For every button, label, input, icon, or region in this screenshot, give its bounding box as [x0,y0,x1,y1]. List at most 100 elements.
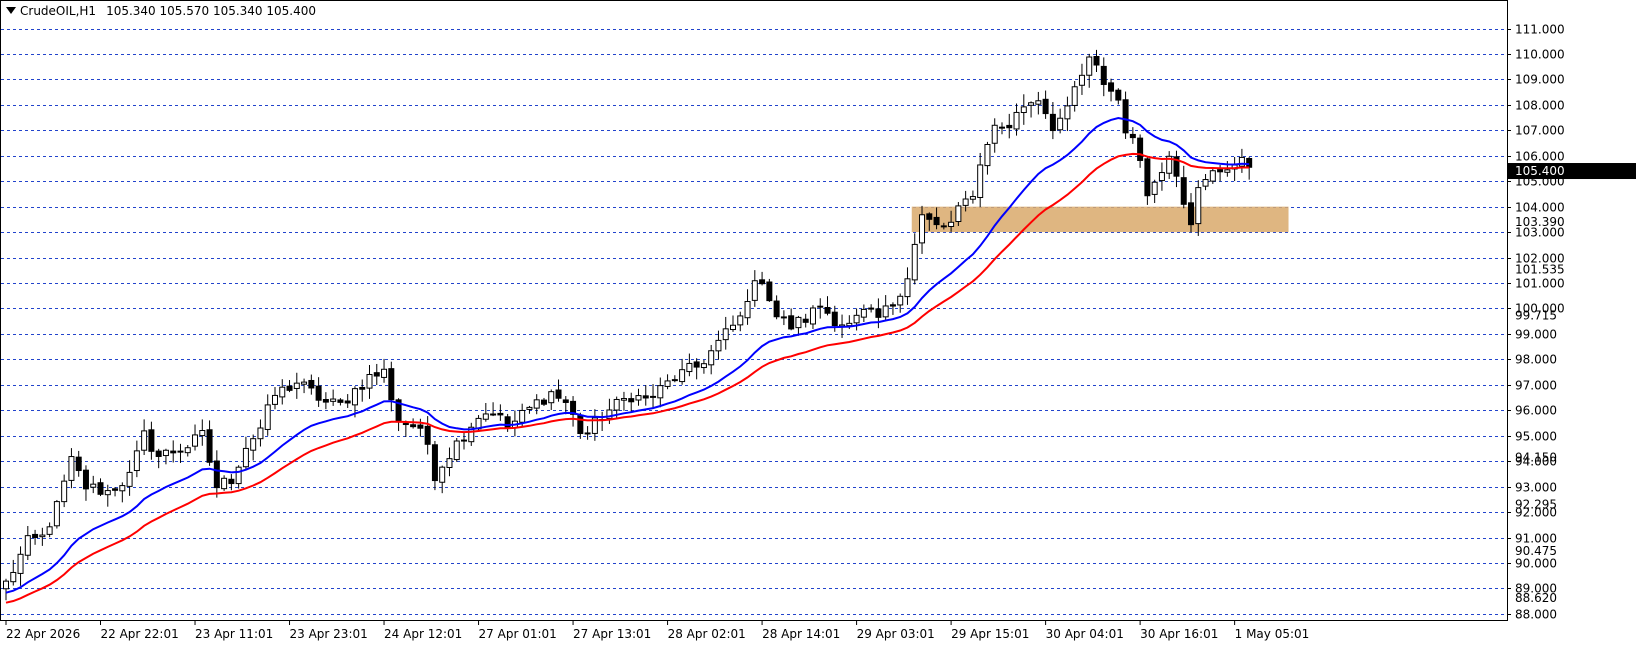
candle-body [1013,111,1020,130]
candle-body [141,430,148,451]
candle-body [453,440,460,461]
candle-body [46,526,53,535]
candle-body [846,322,853,327]
candle-body [679,369,686,383]
candle-body [235,466,242,485]
candle-body [1151,181,1158,195]
candle-body [242,447,249,468]
candle-body [1115,89,1122,101]
y-tick-label: 109.000 [1515,73,1565,87]
y-tick-label: 98.000 [1515,353,1557,367]
candle-body [497,412,504,416]
y-tick-label: 97.000 [1515,379,1557,393]
y-tick-label: 99.000 [1515,328,1557,342]
candle-body [1195,187,1202,225]
candle-body [751,280,758,301]
candle-body [1129,133,1136,139]
candle-body [32,533,39,539]
time-axis: 22 Apr 2026 22 Apr 22:01 23 Apr 11:01 23 Ap… [5,620,1309,641]
y-tick-label: 92.000 [1515,506,1557,520]
candle-body [148,429,155,452]
candle-body [919,214,926,244]
candle-body [366,373,373,389]
candle-body [293,382,300,389]
candle-body [911,243,918,281]
candle-body [104,490,111,496]
candle-body [213,460,220,489]
candle-body [671,379,678,382]
y-tick-label: 110.000 [1515,48,1565,62]
plot-frame [0,0,1508,621]
candle-body [693,361,700,368]
candle-body [555,389,562,399]
y-tick-label: 102.000 [1515,252,1565,266]
candle-body [10,571,17,583]
ma-slow-line [5,152,1250,604]
price-label: 101.535 [1515,262,1565,276]
candle-body [700,363,707,369]
y-tick-label: 100.000 [1515,302,1565,316]
candle-body [773,300,780,318]
candle-body [875,308,882,318]
candle-body [388,368,395,401]
candle-body [853,314,860,324]
candle-body [955,205,962,222]
grid-lines [0,0,1508,621]
candle-body [526,406,533,410]
candle-body [642,395,649,399]
candle-body [402,423,409,426]
candle-body [780,316,787,319]
x-tick-label: 22 Apr 2026 [6,627,80,641]
candle-body [620,398,627,401]
candle-body [715,339,722,352]
dropdown-triangle-icon[interactable] [6,7,16,14]
support-zone-layer [911,206,1289,233]
candle-body [737,315,744,326]
y-tick-label: 96.000 [1515,404,1557,418]
current-price-tag [1508,163,1636,180]
y-tick-label: 91.000 [1515,532,1557,546]
y-tick-label: 111.000 [1515,23,1565,37]
candle-body [948,221,955,227]
price-axis: 111.000 110.000 109.000 108.000 107.000 106.0… [1507,23,1636,622]
candle-body [330,398,337,402]
y-tick-label: 88.000 [1515,608,1557,622]
candle-body [417,424,424,429]
candle-body [824,306,831,314]
candle-body [126,471,133,487]
candle-body [1144,158,1151,197]
candle-body [591,417,598,434]
candle-body [308,379,315,389]
candle-body [1137,137,1144,161]
candle-body [962,198,969,206]
candle-body [170,450,177,454]
candle-body [1006,124,1013,129]
candle-body [991,124,998,144]
candle-body [461,439,468,442]
candle-body [68,456,75,481]
candle-body [1202,179,1209,187]
y-tick-label: 103.000 [1515,226,1565,240]
candle-body [889,304,896,307]
candles-layer [3,49,1253,601]
candle-body [562,399,569,403]
x-tick-label: 23 Apr 11:01 [195,627,273,641]
candle-body [1238,156,1245,167]
candle-body [984,143,991,167]
candle-body [279,386,286,398]
y-tick-label: 90.000 [1515,557,1557,571]
candle-body [664,380,671,387]
candle-body [504,416,511,429]
candle-body [39,534,46,538]
candle-body [1049,113,1056,132]
candle-body [286,385,293,391]
candle-body [133,450,140,472]
candle-body [1028,102,1035,106]
candle-body [635,395,642,401]
candle-body [708,350,715,366]
candle-body [606,409,613,420]
candle-body [1042,98,1049,115]
candle-body [112,488,119,491]
y-tick-label: 106.000 [1515,150,1565,164]
